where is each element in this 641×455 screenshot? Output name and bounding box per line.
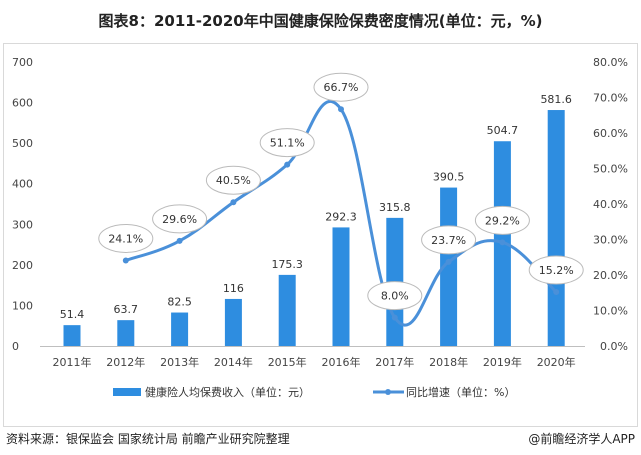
- x-tick: 2015年: [268, 355, 307, 369]
- growth-label-bubble: [474, 205, 530, 235]
- chart-title: 图表8：2011-2020年中国健康保险保费密度情况(单位：元，%): [98, 12, 543, 30]
- bar-label: 315.8: [379, 201, 411, 214]
- x-tick: 2012年: [106, 355, 145, 369]
- growth-point: [445, 258, 452, 265]
- growth-label: 23.7%: [431, 234, 466, 247]
- y-tick-left: 500: [12, 137, 33, 150]
- growth-label-bubble: [313, 72, 369, 102]
- growth-label-bubble: [259, 128, 315, 158]
- y-tick-right: 10.0%: [593, 305, 628, 318]
- growth-label: 29.6%: [162, 213, 197, 226]
- y-tick-left: 0: [12, 340, 19, 353]
- growth-label-bubble: [152, 204, 208, 234]
- bar-label: 63.7: [114, 303, 139, 316]
- x-tick: 2017年: [375, 355, 414, 369]
- bar-label: 292.3: [325, 210, 357, 223]
- chart-frame: [3, 43, 638, 427]
- y-tick-left: 600: [12, 97, 33, 110]
- growth-label-bubble: [528, 255, 584, 285]
- bar-label: 504.7: [487, 124, 519, 137]
- growth-point: [499, 239, 506, 246]
- x-tick: 2014年: [214, 355, 253, 369]
- growth-label: 8.0%: [381, 290, 409, 303]
- growth-point: [176, 237, 183, 244]
- growth-point: [391, 314, 398, 321]
- brand-credit: @前瞻经济学人APP: [528, 432, 635, 446]
- bar-label: 581.6: [540, 93, 572, 106]
- growth-point: [230, 199, 237, 206]
- bar: [63, 325, 81, 346]
- legend-line-marker: [385, 389, 391, 395]
- bar: [171, 312, 189, 346]
- growth-label-bubble: [367, 281, 423, 311]
- y-tick-right: 50.0%: [593, 163, 628, 176]
- bar: [117, 320, 135, 346]
- bar-label: 175.3: [271, 258, 303, 271]
- bar: [547, 110, 565, 347]
- x-tick: 2020年: [537, 355, 576, 369]
- growth-label: 51.1%: [270, 137, 305, 150]
- x-tick: 2018年: [429, 355, 468, 369]
- growth-label: 24.1%: [108, 232, 143, 245]
- x-tick: 2011年: [53, 355, 92, 369]
- bar-label: 82.5: [167, 296, 192, 309]
- y-tick-left: 700: [12, 56, 33, 69]
- bar-label: 390.5: [433, 171, 465, 184]
- y-tick-left: 300: [12, 218, 33, 231]
- x-tick: 2016年: [322, 355, 361, 369]
- y-tick-right: 70.0%: [593, 92, 628, 105]
- bar: [278, 274, 296, 346]
- growth-point: [122, 257, 129, 264]
- x-tick: 2013年: [160, 355, 199, 369]
- growth-label: 29.2%: [485, 214, 520, 227]
- y-tick-right: 0.0%: [600, 340, 628, 353]
- y-tick-right: 40.0%: [593, 198, 628, 211]
- y-tick-right: 20.0%: [593, 269, 628, 282]
- growth-label-bubble: [98, 223, 154, 253]
- y-tick-right: 30.0%: [593, 234, 628, 247]
- bar: [224, 298, 242, 346]
- legend-bar-label: 健康险人均保费收入（单位：元）: [145, 385, 310, 399]
- growth-label: 15.2%: [539, 264, 574, 277]
- y-tick-left: 200: [12, 259, 33, 272]
- growth-label: 66.7%: [324, 81, 359, 94]
- legend-line-label: 同比增速（单位：%）: [406, 385, 515, 399]
- x-tick: 2019年: [483, 355, 522, 369]
- growth-label-bubble: [205, 165, 261, 195]
- bar: [332, 227, 350, 346]
- growth-label: 40.5%: [216, 174, 251, 187]
- growth-label-bubble: [421, 225, 477, 255]
- y-tick-right: 80.0%: [593, 56, 628, 69]
- bar-label: 51.4: [60, 308, 85, 321]
- y-tick-right: 60.0%: [593, 127, 628, 140]
- y-tick-left: 400: [12, 178, 33, 191]
- growth-point: [284, 161, 291, 168]
- bar-label: 116: [223, 282, 244, 295]
- legend-bar-swatch: [113, 388, 141, 396]
- y-tick-left: 100: [12, 299, 33, 312]
- growth-point: [553, 289, 560, 296]
- growth-point: [338, 106, 344, 113]
- source-note: 资料来源：银保监会 国家统计局 前瞻产业研究院整理: [6, 432, 290, 446]
